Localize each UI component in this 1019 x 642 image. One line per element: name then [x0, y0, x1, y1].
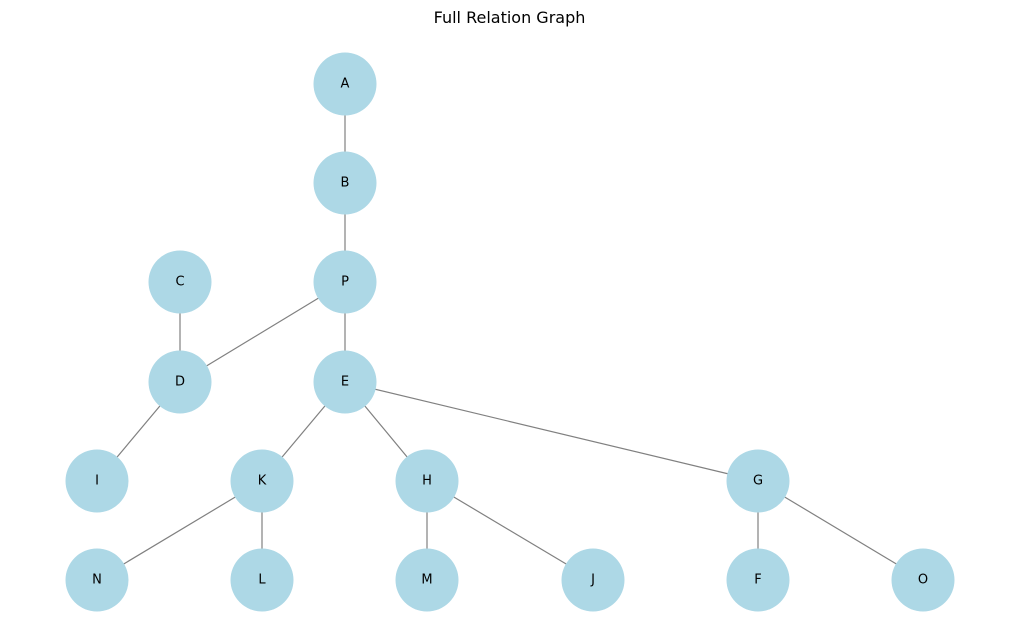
node-p: P	[313, 250, 377, 314]
edge-h-j	[426, 480, 594, 581]
node-e: E	[313, 350, 377, 414]
node-label-j: J	[590, 573, 595, 588]
node-label-i: I	[95, 474, 99, 489]
node-i: I	[65, 449, 129, 513]
node-b: B	[313, 151, 377, 215]
graph-title: Full Relation Graph	[433, 8, 586, 27]
node-circle-f	[726, 548, 790, 612]
node-label-a: A	[341, 77, 350, 92]
node-circle-m	[395, 548, 459, 612]
node-circle-l	[230, 548, 294, 612]
node-label-d: D	[175, 375, 185, 390]
edge-g-o	[757, 480, 924, 581]
node-circle-b	[313, 151, 377, 215]
node-circle-o	[891, 548, 955, 612]
node-f: F	[726, 548, 790, 612]
node-label-l: L	[258, 573, 266, 588]
edges-layer	[96, 84, 924, 581]
node-d: D	[148, 350, 212, 414]
node-j: J	[561, 548, 625, 612]
node-label-g: G	[753, 474, 763, 489]
node-label-o: O	[918, 573, 928, 588]
node-circle-p	[313, 250, 377, 314]
node-label-e: E	[341, 375, 349, 390]
node-o: O	[891, 548, 955, 612]
node-label-n: N	[92, 573, 102, 588]
node-label-f: F	[754, 573, 761, 588]
node-circle-g	[726, 449, 790, 513]
node-label-k: K	[258, 474, 267, 489]
nodes-layer: A B P C D E I K H G N L M J F O	[65, 52, 955, 612]
node-circle-j	[561, 548, 625, 612]
node-label-c: C	[175, 275, 184, 290]
node-k: K	[230, 449, 294, 513]
node-circle-i	[65, 449, 129, 513]
node-circle-c	[148, 250, 212, 314]
node-circle-n	[65, 548, 129, 612]
node-circle-d	[148, 350, 212, 414]
edge-p-d	[179, 281, 346, 383]
node-circle-h	[395, 449, 459, 513]
node-g: G	[726, 449, 790, 513]
node-label-p: P	[341, 275, 349, 290]
edge-k-n	[96, 480, 263, 581]
node-circle-a	[313, 52, 377, 116]
node-m: M	[395, 548, 459, 612]
node-a: A	[313, 52, 377, 116]
node-c: C	[148, 250, 212, 314]
node-label-m: M	[421, 573, 432, 588]
node-h: H	[395, 449, 459, 513]
node-label-h: H	[422, 474, 432, 489]
edge-e-g	[344, 381, 759, 482]
node-n: N	[65, 548, 129, 612]
node-l: L	[230, 548, 294, 612]
node-label-b: B	[341, 176, 350, 191]
node-circle-k	[230, 449, 294, 513]
node-circle-e	[313, 350, 377, 414]
